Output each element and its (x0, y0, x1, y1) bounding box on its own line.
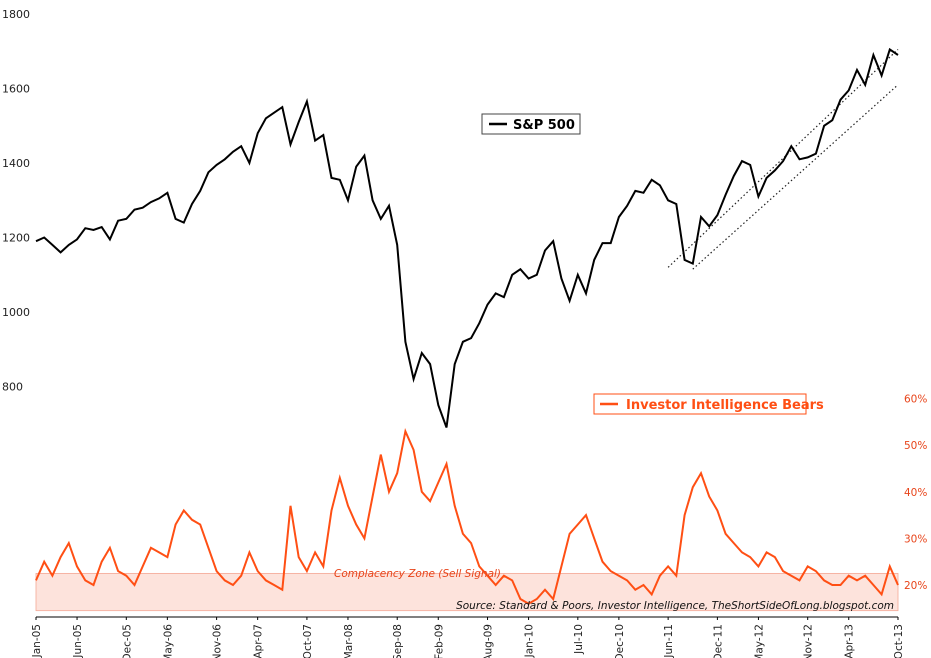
x-tick-label: Dec-10 (614, 624, 626, 658)
complacency-zone-label: Complacency Zone (Sell Signal) (334, 568, 501, 580)
sp500-line (35, 47, 899, 428)
x-tick-label: Jan-05 (31, 624, 43, 658)
x-tick-label: May-06 (162, 624, 174, 658)
x-tick-label: Oct-13 (893, 624, 905, 658)
legend-bears-label: Investor Intelligence Bears (626, 398, 824, 413)
left-tick-label: 1800 (2, 8, 30, 21)
left-tick-label: 1400 (2, 157, 30, 170)
legend-bears: Investor Intelligence Bears (593, 393, 824, 415)
x-tick-label: Feb-09 (433, 624, 445, 658)
x-tick-label: Dec-05 (121, 624, 133, 658)
source-note: Source: Standard & Poors, Investor Intel… (456, 600, 894, 612)
legend-sp500-label: S&P 500 (513, 118, 575, 133)
left-tick-label: 1600 (2, 83, 30, 96)
investor-intelligence-bears-line (35, 427, 899, 605)
x-tick-label: Jul-10 (573, 624, 585, 655)
trendlines (667, 48, 899, 270)
right-tick-label: 30% (904, 533, 927, 545)
left-axis: 800 1000 1200 1400 1600 1800 (2, 8, 30, 394)
x-tick-label: Jun-11 (663, 624, 675, 658)
x-tick-label: Aug-09 (483, 624, 495, 658)
x-tick-label: Jan-10 (524, 624, 536, 658)
x-tick-label: Jun-05 (72, 624, 84, 658)
left-tick-label: 1000 (2, 306, 30, 319)
left-tick-label: 800 (2, 381, 23, 394)
left-tick-label: 1200 (2, 232, 30, 245)
legend-sp500: S&P 500 (481, 113, 581, 135)
right-tick-label: 20% (904, 580, 927, 592)
x-axis: Jan-05 Jun-05 Dec-05 May-06 Nov-06 Apr-07 Oct-… (31, 617, 905, 658)
x-tick-label: Nov-06 (212, 624, 224, 658)
x-tick-label: Apr-07 (253, 624, 265, 658)
trendline-2 (692, 84, 899, 270)
x-tick-label: Oct-07 (302, 624, 314, 658)
x-tick-label: Nov-12 (803, 624, 815, 658)
x-tick-label: Sep-08 (392, 624, 404, 658)
x-tick-label: Mar-08 (343, 624, 355, 658)
trendline-1 (667, 48, 899, 268)
right-tick-label: 40% (904, 487, 927, 499)
right-tick-label: 50% (904, 440, 927, 452)
right-tick-label: 60% (904, 394, 927, 406)
x-tick-label: May-12 (753, 624, 765, 658)
complacency-zone (35, 572, 899, 612)
x-tick-label: Dec-11 (712, 624, 724, 658)
x-tick-label: Apr-13 (844, 624, 856, 658)
right-axis: 20% 30% 40% 50% 60% (904, 394, 927, 592)
